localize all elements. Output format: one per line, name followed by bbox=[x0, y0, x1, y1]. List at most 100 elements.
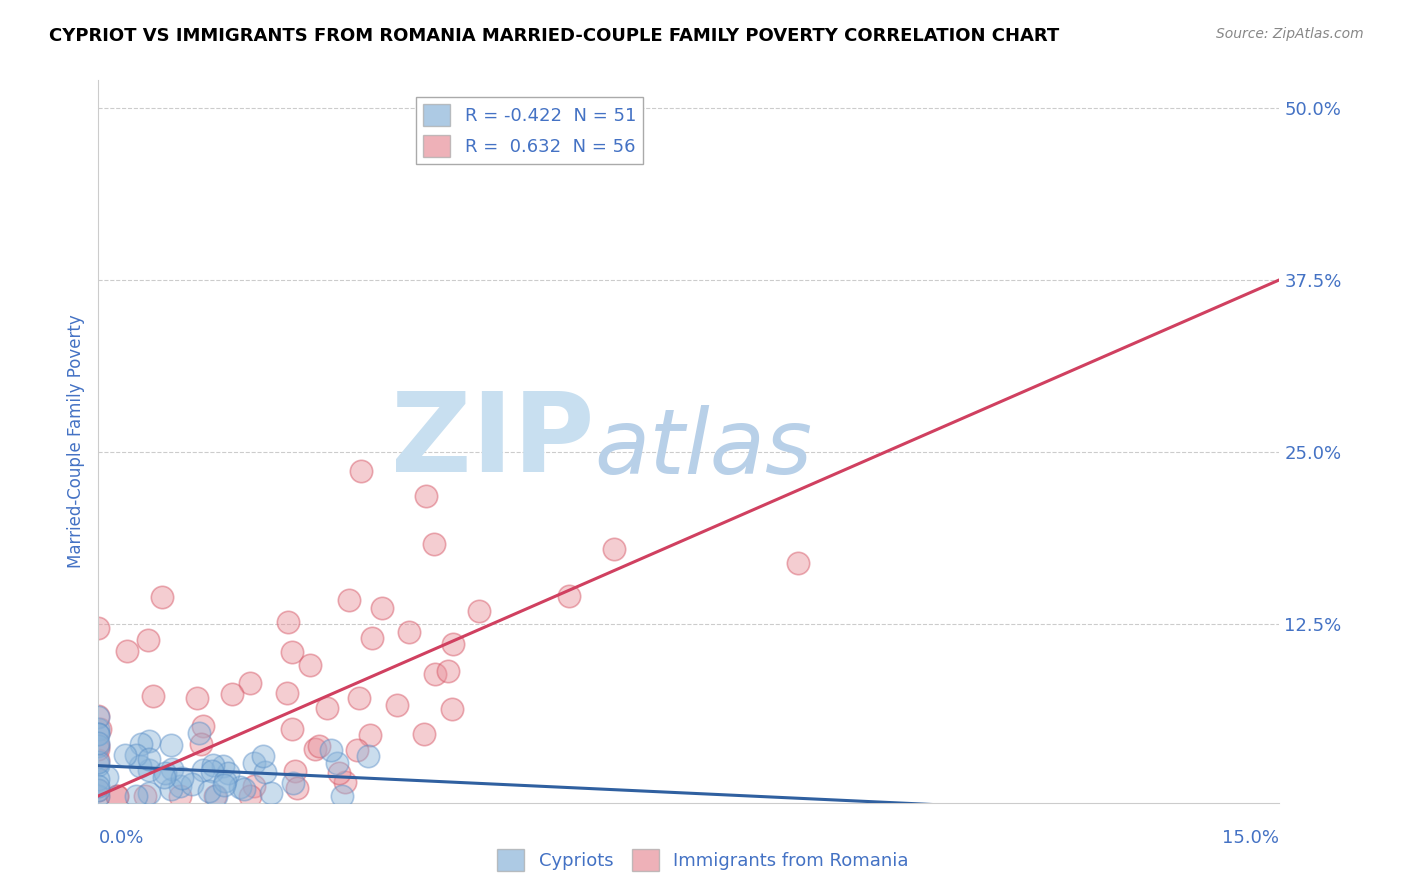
Point bbox=[423, 667, 446, 681]
Point bbox=[170, 771, 193, 785]
Point bbox=[159, 782, 181, 797]
Point bbox=[87, 758, 110, 772]
Point bbox=[277, 615, 299, 629]
Point bbox=[160, 763, 183, 777]
Point bbox=[87, 782, 110, 797]
Point bbox=[252, 748, 274, 763]
Point bbox=[169, 789, 191, 803]
Point bbox=[558, 590, 581, 604]
Point bbox=[243, 756, 266, 771]
Point bbox=[180, 777, 202, 791]
Point bbox=[276, 686, 298, 700]
Point bbox=[134, 789, 156, 803]
Text: 0.0%: 0.0% bbox=[98, 829, 143, 847]
Point bbox=[136, 632, 159, 647]
Point bbox=[87, 779, 110, 793]
Point bbox=[299, 658, 322, 673]
Point bbox=[308, 739, 330, 753]
Point bbox=[131, 737, 153, 751]
Point bbox=[105, 789, 128, 803]
Point bbox=[239, 676, 262, 690]
Point bbox=[138, 764, 160, 778]
Point bbox=[87, 739, 110, 753]
Point bbox=[326, 756, 349, 771]
Text: 15.0%: 15.0% bbox=[1222, 829, 1279, 847]
Point bbox=[398, 625, 420, 640]
Point bbox=[114, 748, 136, 763]
Point bbox=[217, 766, 239, 780]
Point bbox=[138, 734, 160, 748]
Point bbox=[285, 781, 308, 796]
Point bbox=[602, 541, 624, 556]
Point bbox=[441, 637, 464, 651]
Point bbox=[186, 690, 208, 705]
Point bbox=[281, 645, 304, 659]
Point bbox=[188, 726, 211, 740]
Point bbox=[138, 752, 160, 766]
Point bbox=[304, 742, 326, 756]
Point bbox=[328, 766, 350, 780]
Point bbox=[387, 698, 409, 712]
Point bbox=[201, 758, 224, 772]
Y-axis label: Married-Couple Family Poverty: Married-Couple Family Poverty bbox=[66, 315, 84, 568]
Point bbox=[440, 702, 463, 716]
Point bbox=[87, 755, 110, 769]
Point bbox=[350, 464, 373, 478]
Point bbox=[214, 774, 236, 789]
Point bbox=[87, 727, 110, 741]
Point bbox=[330, 789, 353, 803]
Point bbox=[169, 780, 191, 794]
Point bbox=[87, 783, 110, 797]
Point bbox=[243, 779, 266, 793]
Point bbox=[87, 738, 110, 752]
Point bbox=[357, 748, 380, 763]
Text: CYPRIOT VS IMMIGRANTS FROM ROMANIA MARRIED-COUPLE FAMILY POVERTY CORRELATION CHA: CYPRIOT VS IMMIGRANTS FROM ROMANIA MARRI… bbox=[49, 27, 1060, 45]
Point bbox=[87, 789, 110, 803]
Point bbox=[361, 631, 384, 645]
Point bbox=[87, 727, 110, 741]
Point bbox=[229, 780, 252, 794]
Point bbox=[193, 764, 215, 778]
Point bbox=[259, 786, 281, 800]
Point bbox=[191, 718, 214, 732]
Point bbox=[96, 770, 118, 784]
Point bbox=[138, 786, 160, 800]
Point bbox=[87, 753, 110, 767]
Point bbox=[212, 779, 235, 793]
Point bbox=[787, 556, 810, 570]
Text: ZIP: ZIP bbox=[391, 388, 595, 495]
Point bbox=[346, 743, 368, 757]
Point bbox=[155, 766, 177, 780]
Point bbox=[142, 690, 165, 704]
Point bbox=[467, 604, 489, 618]
Point bbox=[105, 789, 128, 803]
Point bbox=[239, 789, 262, 803]
Point bbox=[321, 743, 343, 757]
Point bbox=[415, 489, 437, 503]
Point bbox=[125, 789, 148, 803]
Legend: R = -0.422  N = 51, R =  0.632  N = 56: R = -0.422 N = 51, R = 0.632 N = 56 bbox=[416, 96, 643, 164]
Point bbox=[87, 789, 110, 803]
Point bbox=[280, 723, 302, 737]
Point bbox=[87, 772, 110, 786]
Point bbox=[87, 722, 110, 736]
Point bbox=[200, 764, 222, 778]
Point bbox=[87, 710, 110, 724]
Point bbox=[117, 644, 139, 658]
Point bbox=[159, 738, 181, 752]
Point bbox=[337, 593, 360, 607]
Point bbox=[153, 771, 176, 785]
Point bbox=[204, 789, 226, 803]
Point bbox=[89, 722, 111, 736]
Legend: Cypriots, Immigrants from Romania: Cypriots, Immigrants from Romania bbox=[491, 842, 915, 879]
Point bbox=[437, 664, 460, 678]
Point bbox=[87, 709, 110, 723]
Point bbox=[87, 736, 110, 750]
Point bbox=[254, 764, 277, 779]
Point bbox=[221, 687, 243, 701]
Point bbox=[125, 748, 148, 763]
Point bbox=[359, 728, 381, 742]
Point bbox=[211, 758, 233, 772]
Point bbox=[190, 737, 212, 751]
Point bbox=[204, 789, 226, 803]
